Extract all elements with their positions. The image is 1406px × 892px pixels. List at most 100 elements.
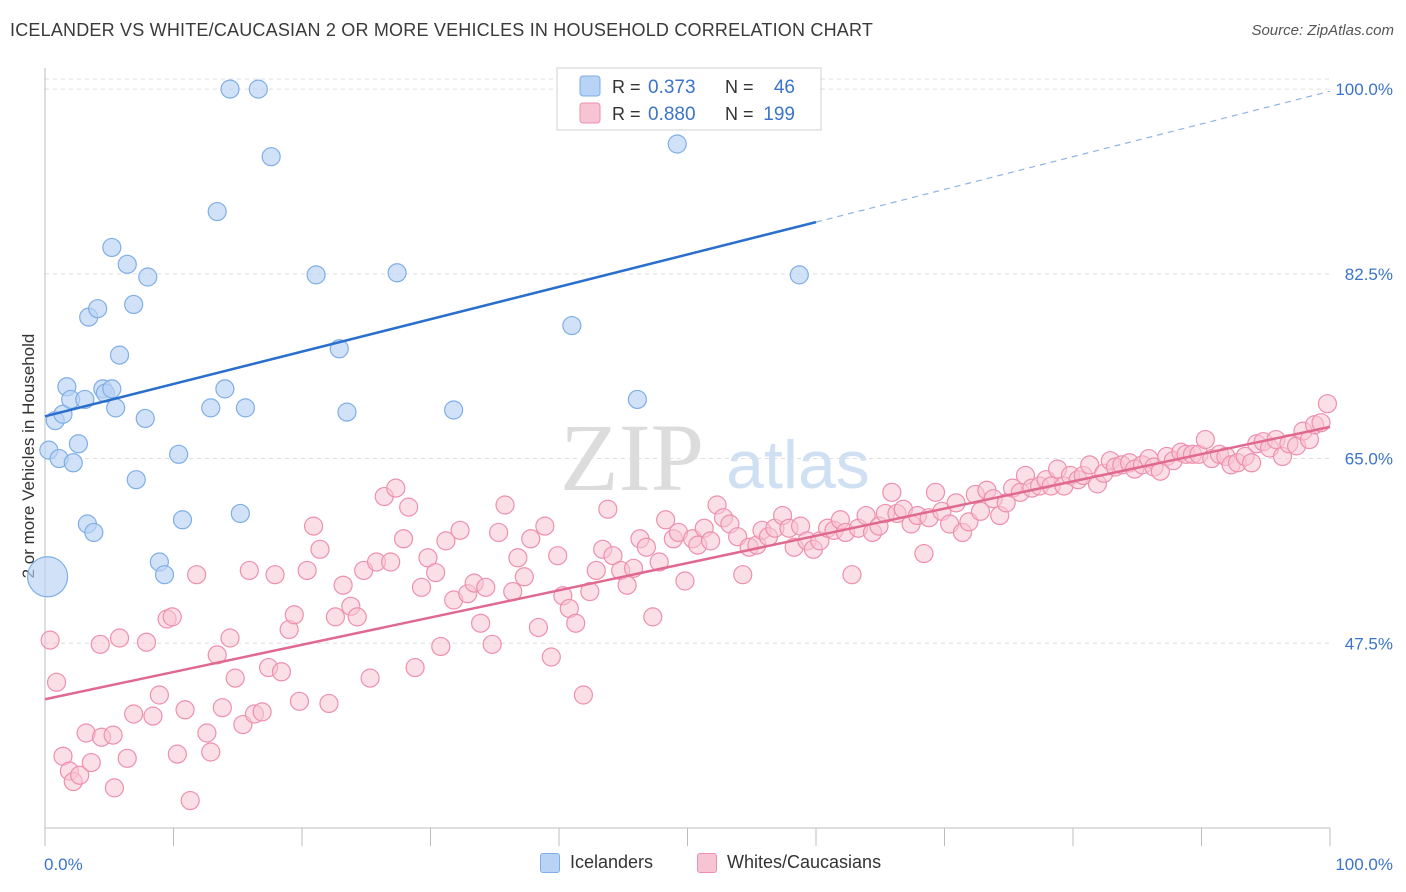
data-point — [124, 704, 144, 724]
data-point — [212, 698, 232, 718]
data-point — [514, 567, 534, 587]
data-point — [172, 510, 193, 530]
data-point — [418, 548, 438, 568]
data-point — [399, 497, 419, 517]
legend-swatch — [697, 852, 717, 873]
data-point — [124, 294, 144, 315]
data-point — [586, 560, 606, 581]
legend-r-label-1: R = — [612, 77, 641, 97]
legend-r-value-2: 0.880 — [648, 104, 696, 125]
data-point — [789, 265, 809, 285]
legend-n-label-1: N = — [725, 77, 754, 97]
watermark: ZIP atlas — [560, 404, 870, 511]
data-point — [235, 398, 256, 418]
data-point — [136, 632, 157, 652]
data-point — [220, 79, 240, 99]
data-point — [1317, 394, 1338, 414]
data-point — [102, 379, 122, 399]
data-point — [627, 389, 647, 410]
data-point — [70, 765, 90, 785]
legend-box-frame — [556, 67, 822, 131]
data-point — [360, 668, 380, 688]
watermark-atlas: atlas — [726, 427, 870, 503]
data-point — [319, 693, 339, 714]
data-point — [471, 613, 491, 633]
data-point — [444, 400, 464, 420]
data-point — [46, 672, 67, 692]
data-point — [337, 402, 357, 422]
data-point — [914, 543, 934, 564]
data-point — [167, 744, 187, 764]
data-point — [1080, 455, 1100, 475]
data-point — [649, 552, 669, 572]
data-point — [306, 265, 326, 285]
data-point — [239, 560, 259, 581]
data-point — [261, 147, 281, 167]
data-point — [201, 398, 221, 418]
data-point — [436, 531, 456, 551]
data-point — [1195, 429, 1215, 450]
data-point — [381, 552, 401, 572]
data-point — [180, 790, 200, 811]
series-whites-caucasians-points — [40, 394, 1338, 811]
data-point — [482, 634, 502, 654]
data-point — [162, 607, 182, 627]
y-tick-label: 47.5% — [1345, 634, 1393, 653]
data-point — [603, 546, 623, 566]
y-tick-labels: 47.5% 65.0% 82.5% 100.0% — [1335, 80, 1393, 653]
data-point — [40, 630, 60, 650]
data-point — [333, 575, 353, 595]
data-point — [265, 565, 285, 585]
data-point — [643, 607, 663, 627]
data-point — [297, 560, 317, 581]
trend-lines — [44, 90, 1331, 701]
data-point — [489, 522, 509, 543]
legend-item-icelanders[interactable]: Icelanders — [540, 852, 653, 873]
data-point — [88, 299, 108, 319]
data-point — [495, 495, 515, 515]
legend-r-label-2: R = — [612, 104, 641, 124]
trend-line-icelanders — [44, 220, 817, 418]
watermark-zip: ZIP — [560, 404, 704, 511]
data-point — [598, 499, 618, 519]
data-point — [63, 453, 83, 473]
data-point — [207, 201, 227, 222]
data-point — [541, 647, 561, 667]
data-point — [733, 565, 753, 585]
data-point — [667, 134, 687, 154]
data-point — [573, 685, 594, 705]
data-point — [26, 556, 69, 598]
data-point — [284, 605, 304, 625]
data-point — [521, 529, 541, 549]
data-point — [393, 529, 414, 549]
data-point — [271, 662, 292, 682]
data-point — [701, 531, 721, 551]
data-point — [405, 657, 425, 678]
data-point — [81, 752, 101, 773]
legend-item-whites-caucasians[interactable]: Whites/Caucasians — [697, 852, 881, 873]
legend-swatch-icelanders — [579, 75, 601, 97]
data-point — [528, 617, 549, 638]
data-point — [143, 706, 163, 726]
data-point — [68, 434, 89, 454]
data-point — [289, 691, 310, 711]
data-point — [109, 628, 130, 648]
data-point — [248, 79, 268, 99]
data-point — [476, 577, 496, 597]
legend-n-label-2: N = — [725, 104, 754, 124]
data-point — [103, 725, 123, 745]
gridlines — [45, 78, 1330, 644]
data-point — [925, 482, 946, 502]
data-point — [1242, 453, 1262, 473]
data-point — [126, 470, 146, 490]
data-point — [411, 577, 432, 597]
data-point — [197, 723, 217, 743]
data-point — [325, 607, 346, 627]
data-point — [562, 315, 582, 336]
data-point — [548, 546, 568, 566]
data-point — [201, 742, 221, 762]
data-point — [138, 267, 158, 287]
data-point — [90, 634, 110, 654]
series-icelanders-points — [26, 79, 809, 598]
